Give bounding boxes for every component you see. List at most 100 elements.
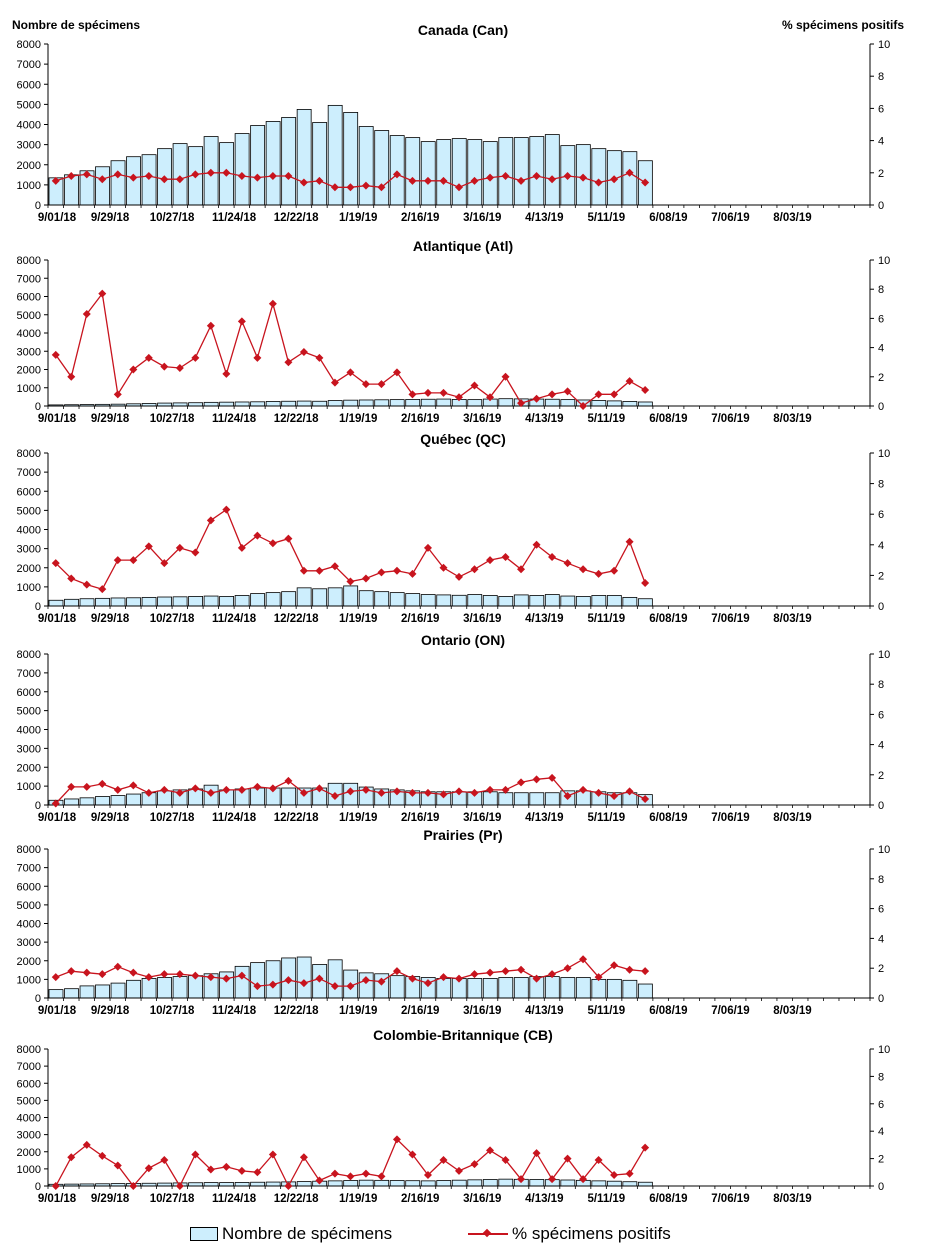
positivity-point <box>237 971 246 980</box>
bar <box>420 594 436 607</box>
left-tick-label: 5000 <box>17 706 41 718</box>
positivity-point <box>206 168 215 177</box>
positivity-point <box>486 968 495 977</box>
positivity-point <box>610 791 619 800</box>
bar <box>64 798 79 806</box>
x-tick-label: 11/24/18 <box>212 613 257 625</box>
bar <box>281 117 297 206</box>
positivity-point <box>206 788 215 797</box>
positivity-point <box>361 380 370 389</box>
bar <box>405 137 421 206</box>
positivity-point <box>610 390 619 399</box>
positivity-point <box>98 779 107 788</box>
x-tick-label: 9/29/18 <box>91 1193 130 1205</box>
positivity-point <box>51 1182 60 1190</box>
bar <box>64 598 79 607</box>
left-tick-label: 2000 <box>17 762 41 774</box>
left-tick-label: 0 <box>35 1181 41 1193</box>
x-tick-label: 11/24/18 <box>212 413 257 425</box>
bar <box>529 1179 545 1187</box>
bar <box>606 595 622 607</box>
x-tick-label: 8/03/19 <box>773 613 811 625</box>
positivity-point <box>113 785 122 794</box>
right-tick-label: 6 <box>878 103 884 115</box>
positivity-point <box>113 1161 122 1170</box>
positivity-point <box>175 1182 184 1190</box>
positivity-point <box>455 572 463 581</box>
bar <box>343 112 359 206</box>
positivity-point <box>160 1155 169 1164</box>
left-tick-label: 6000 <box>17 881 41 893</box>
right-tick-label: 0 <box>878 1181 884 1193</box>
positivity-point <box>579 955 588 964</box>
left-tick-label: 8000 <box>17 255 41 267</box>
positivity-point <box>315 1176 324 1185</box>
positivity-point <box>67 372 76 381</box>
right-tick-label: 4 <box>878 933 884 945</box>
bar <box>467 1179 483 1187</box>
x-tick-label: 9/01/18 <box>38 613 77 625</box>
positivity-point <box>470 1160 479 1169</box>
x-tick-label: 12/22/18 <box>274 1193 319 1205</box>
bar <box>389 975 405 999</box>
bar <box>358 590 374 607</box>
x-tick-label: 4/13/19 <box>525 1193 563 1205</box>
positivity-point <box>129 968 138 977</box>
bar <box>482 978 498 999</box>
bar <box>513 792 529 806</box>
positivity-point <box>144 542 153 551</box>
left-tick-label: 0 <box>35 200 41 212</box>
bar <box>265 121 281 206</box>
positivity-point <box>299 566 308 575</box>
positivity-point <box>392 1135 401 1144</box>
positivity-point <box>470 970 479 979</box>
x-tick-label: 7/06/19 <box>711 1193 749 1205</box>
positivity-point <box>517 565 526 574</box>
bar <box>141 596 157 607</box>
positivity-point <box>253 1168 262 1177</box>
bar <box>141 154 157 206</box>
positivity-point <box>284 976 293 985</box>
left-tick-label: 7000 <box>17 1061 41 1073</box>
x-tick-label: 10/27/18 <box>150 812 195 824</box>
positivity-point <box>98 289 107 298</box>
legend-bar-item: Nombre de spécimens <box>190 1224 392 1244</box>
positivity-point <box>641 967 650 976</box>
chart-title: Québec (QC) <box>420 431 506 447</box>
bar <box>498 596 514 607</box>
bar <box>513 594 529 607</box>
left-tick-label: 8000 <box>17 649 41 661</box>
positivity-line <box>55 508 646 590</box>
positivity-point <box>439 1155 448 1164</box>
positivity-point <box>563 387 572 396</box>
bar <box>126 597 141 607</box>
right-tick-label: 6 <box>878 509 884 521</box>
positivity-point <box>67 967 76 976</box>
left-tick-label: 6000 <box>17 486 41 498</box>
positivity-point <box>237 172 246 181</box>
bar <box>420 141 436 206</box>
positivity-point <box>548 390 557 399</box>
x-tick-label: 3/16/19 <box>463 413 501 425</box>
right-tick-label: 4 <box>878 136 884 148</box>
bar <box>622 401 638 407</box>
left-tick-label: 8000 <box>17 448 41 460</box>
positivity-point <box>408 390 417 399</box>
positivity-point <box>160 785 169 794</box>
positivity-point <box>299 1153 308 1162</box>
left-tick-label: 4000 <box>17 328 41 340</box>
positivity-point <box>346 787 355 796</box>
right-tick-label: 0 <box>878 800 884 812</box>
positivity-point <box>113 962 122 971</box>
positivity-point <box>268 299 277 308</box>
x-tick-label: 8/03/19 <box>773 812 811 824</box>
left-tick-label: 4000 <box>17 525 41 537</box>
positivity-point <box>470 381 479 390</box>
bar <box>591 978 607 999</box>
bar <box>312 122 328 206</box>
x-tick-label: 4/13/19 <box>525 812 563 824</box>
left-tick-label: 3000 <box>17 544 41 556</box>
x-tick-label: 12/22/18 <box>274 212 319 224</box>
x-tick-label: 5/11/19 <box>587 413 625 425</box>
x-tick-label: 7/06/19 <box>711 212 749 224</box>
